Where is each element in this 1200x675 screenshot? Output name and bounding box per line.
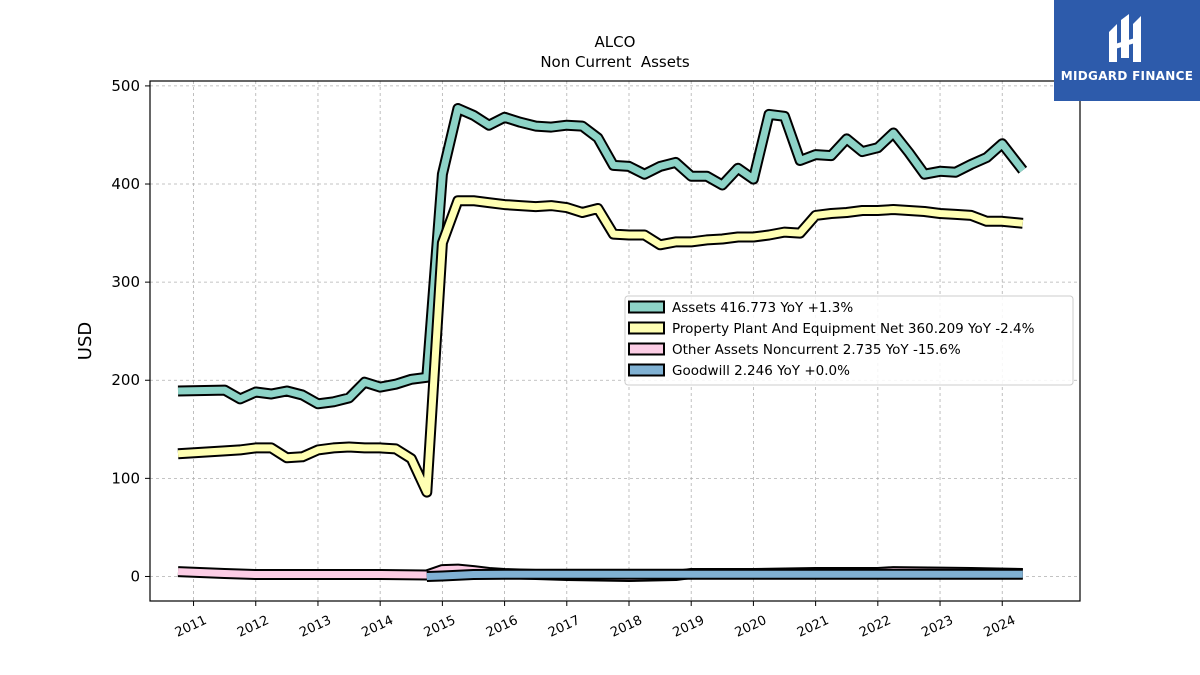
brand-logo: MIDGARD FINANCE bbox=[1054, 0, 1200, 101]
x-tick-label: 2017 bbox=[546, 613, 582, 641]
series-lines bbox=[177, 103, 1028, 582]
x-tick-label: 2013 bbox=[297, 613, 333, 641]
legend-label-3: Goodwill 2.246 YoY +0.0% bbox=[672, 363, 850, 379]
legend-swatch-3 bbox=[628, 363, 665, 377]
chart-subtitle: Non Current Assets bbox=[540, 53, 690, 71]
y-tick-label: 200 bbox=[111, 371, 140, 389]
series-line-1 bbox=[177, 197, 1024, 496]
x-tick-label: 2023 bbox=[919, 613, 955, 641]
y-tick-label: 500 bbox=[111, 77, 140, 95]
legend-label-2: Other Assets Noncurrent 2.735 YoY -15.6% bbox=[672, 342, 961, 358]
y-tick-label: 400 bbox=[111, 175, 140, 193]
legend-swatch-1 bbox=[628, 321, 665, 335]
x-tick-label: 2011 bbox=[173, 613, 209, 641]
y-axis: 0 100 200 300 400 500 bbox=[111, 77, 150, 585]
series-line-3 bbox=[426, 570, 1023, 580]
brand-name: MIDGARD FINANCE bbox=[1060, 69, 1194, 83]
y-tick-label: 0 bbox=[130, 567, 140, 585]
x-tick-label: 2019 bbox=[671, 613, 707, 641]
x-tick-label: 2018 bbox=[608, 613, 644, 641]
x-tick-label: 2022 bbox=[857, 613, 893, 641]
legend-label-1: Property Plant And Equipment Net 360.209… bbox=[672, 321, 1035, 337]
plot-frame bbox=[149, 80, 1081, 602]
legend-swatch-2 bbox=[628, 342, 665, 356]
series-line-0 bbox=[177, 105, 1026, 408]
y-axis-label: USD bbox=[75, 322, 96, 360]
x-tick-label: 2012 bbox=[235, 613, 271, 641]
legend-box bbox=[624, 295, 1074, 386]
x-tick-label: 2016 bbox=[484, 613, 520, 641]
x-tick-label: 2020 bbox=[733, 613, 769, 641]
legend-label-0: Assets 416.773 YoY +1.3% bbox=[672, 300, 853, 316]
x-tick-label: 2014 bbox=[360, 613, 396, 641]
x-axis: 2011 2012 2013 2014 2015 2016 2017 2018 2019 2020… bbox=[173, 601, 1018, 641]
logo-mark-icon bbox=[1109, 14, 1141, 62]
y-tick-label: 300 bbox=[111, 273, 140, 291]
x-tick-label: 2015 bbox=[422, 613, 458, 641]
legend: Assets 416.773 YoY +1.3% Property Plant A… bbox=[624, 295, 1074, 386]
x-tick-label: 2021 bbox=[795, 613, 831, 641]
chart-title: ALCO bbox=[595, 33, 636, 51]
legend-swatch-0 bbox=[628, 300, 665, 314]
y-tick-label: 100 bbox=[111, 469, 140, 487]
x-tick-label: 2024 bbox=[982, 613, 1018, 641]
